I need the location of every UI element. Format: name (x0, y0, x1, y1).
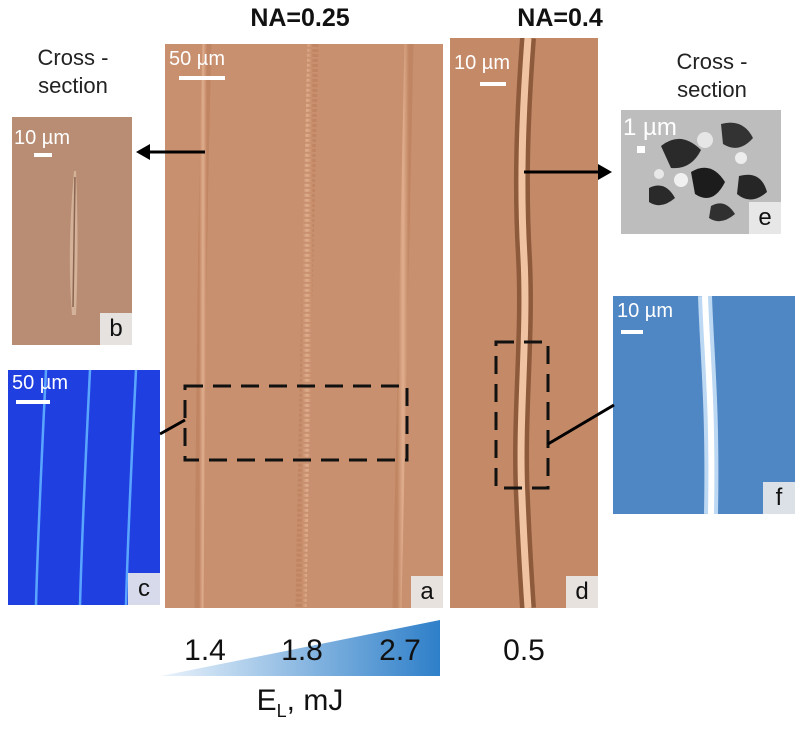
scale-label-b: 10 µm (14, 127, 70, 149)
panel-e-texture (649, 122, 767, 222)
track-d-bright (517, 38, 532, 608)
energy-value-1: 1.4 (184, 634, 226, 667)
panel-c: 50 µm c (8, 370, 160, 605)
cross-section-caption-left: Cross - section (37, 45, 109, 98)
panel-letter-b: b (100, 313, 132, 345)
scale-label-a: 50 µm (169, 48, 225, 70)
track-3 (392, 44, 414, 608)
energy-axis-label: EL, mJ (200, 684, 400, 722)
energy-value-3: 2.7 (379, 634, 421, 667)
dashed-box-a (183, 384, 409, 462)
scale-bar-f (621, 330, 643, 334)
axis-label-main: E (256, 684, 277, 717)
cross-section-caption-right: Cross - section (676, 49, 748, 102)
panel-letter-e: e (749, 202, 781, 234)
energy-value-2: 1.8 (281, 634, 323, 667)
panel-c-tracks (34, 370, 138, 605)
track-1 (194, 44, 212, 608)
panel-a-tracks (183, 44, 414, 608)
scale-bar-c (16, 400, 50, 404)
scale-bar-b (34, 153, 52, 157)
panel-letter-d: d (566, 576, 598, 608)
panel-d-track (494, 38, 550, 608)
panel-f-track (698, 296, 719, 514)
panel-letter-a: a (411, 576, 443, 608)
energy-wedge (161, 620, 440, 676)
panel-f: 10 µm f (613, 296, 795, 514)
panel-b: 10 µm b (12, 117, 132, 345)
scale-label-c: 50 µm (12, 372, 68, 394)
panel-b-section (69, 171, 78, 315)
scale-bar-e (637, 146, 645, 153)
scale-label-e: 1 µm (623, 114, 677, 141)
scale-label-f: 10 µm (617, 300, 673, 322)
scale-bar-a (179, 76, 225, 80)
axis-label-sub: L (276, 701, 287, 721)
panel-e: 1 µm e (621, 110, 781, 234)
arrow-head-right (598, 164, 612, 180)
arrow-head-left (136, 144, 150, 160)
panel-letter-c: c (128, 573, 160, 605)
axis-label-unit: , mJ (286, 684, 344, 717)
energy-value-4: 0.5 (503, 634, 545, 667)
scale-bar-d (480, 82, 506, 86)
panel-d: 10 µm d (450, 38, 598, 608)
title-na-025: NA=0.25 (250, 4, 350, 32)
panel-letter-f: f (763, 482, 795, 514)
track-2 (295, 44, 319, 608)
scale-label-d: 10 µm (454, 52, 510, 74)
title-na-04: NA=0.4 (517, 4, 603, 32)
panel-a: 50 µm a (165, 44, 443, 608)
